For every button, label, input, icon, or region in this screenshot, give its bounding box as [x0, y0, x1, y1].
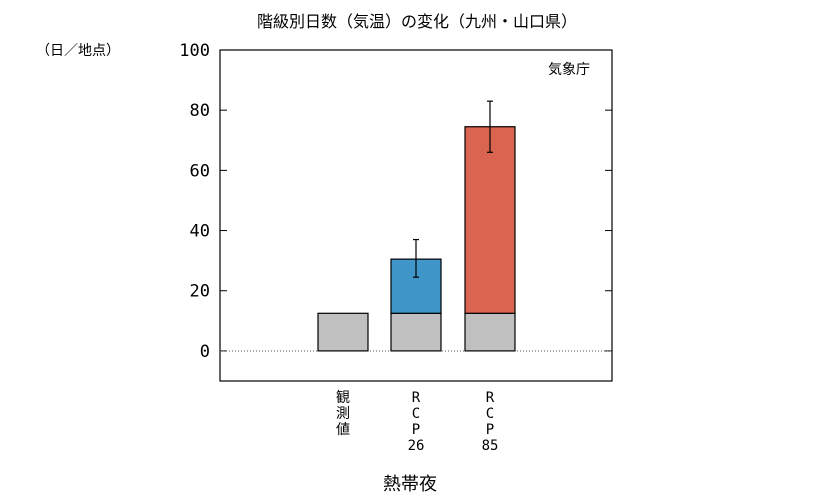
x-category-label-rcp85: 85 — [482, 438, 499, 454]
y-tick-label: 60 — [190, 161, 210, 181]
x-category-label-obs: 観 — [336, 389, 350, 406]
bar-base-rcp85 — [464, 312, 516, 352]
x-category-label-rcp85: C — [486, 406, 494, 422]
x-category-label-obs: 値 — [336, 422, 350, 438]
chart-title: 階級別日数（気温）の変化（九州・山口県） — [257, 12, 577, 31]
x-category-label-rcp26: P — [412, 422, 420, 438]
x-category-label-rcp26: C — [412, 406, 420, 422]
x-category-label-obs: 測 — [336, 406, 350, 422]
bars — [317, 126, 516, 352]
y-tick-label: 20 — [190, 282, 210, 302]
y-tick-label: 80 — [190, 101, 210, 121]
bar-base-obs — [317, 312, 369, 352]
y-tick-label: 100 — [179, 41, 210, 61]
x-category-label-rcp85: R — [486, 390, 495, 406]
x-axis-label: 熱帯夜 — [383, 474, 437, 495]
x-category-label-rcp85: P — [486, 422, 494, 438]
bar-increase-rcp85 — [464, 126, 516, 314]
error-bars — [413, 100, 493, 278]
y-unit-label: （日／地点） — [36, 43, 120, 59]
credit-text: 気象庁 — [548, 62, 590, 78]
y-tick-label: 40 — [190, 222, 210, 242]
x-category-label-rcp26: R — [412, 390, 421, 406]
x-category-label-rcp26: 26 — [408, 438, 425, 454]
bar-base-rcp26 — [390, 312, 442, 352]
y-axis: 0 20 40 60 80 100 — [179, 41, 612, 362]
y-tick-label: 0 — [200, 342, 210, 362]
